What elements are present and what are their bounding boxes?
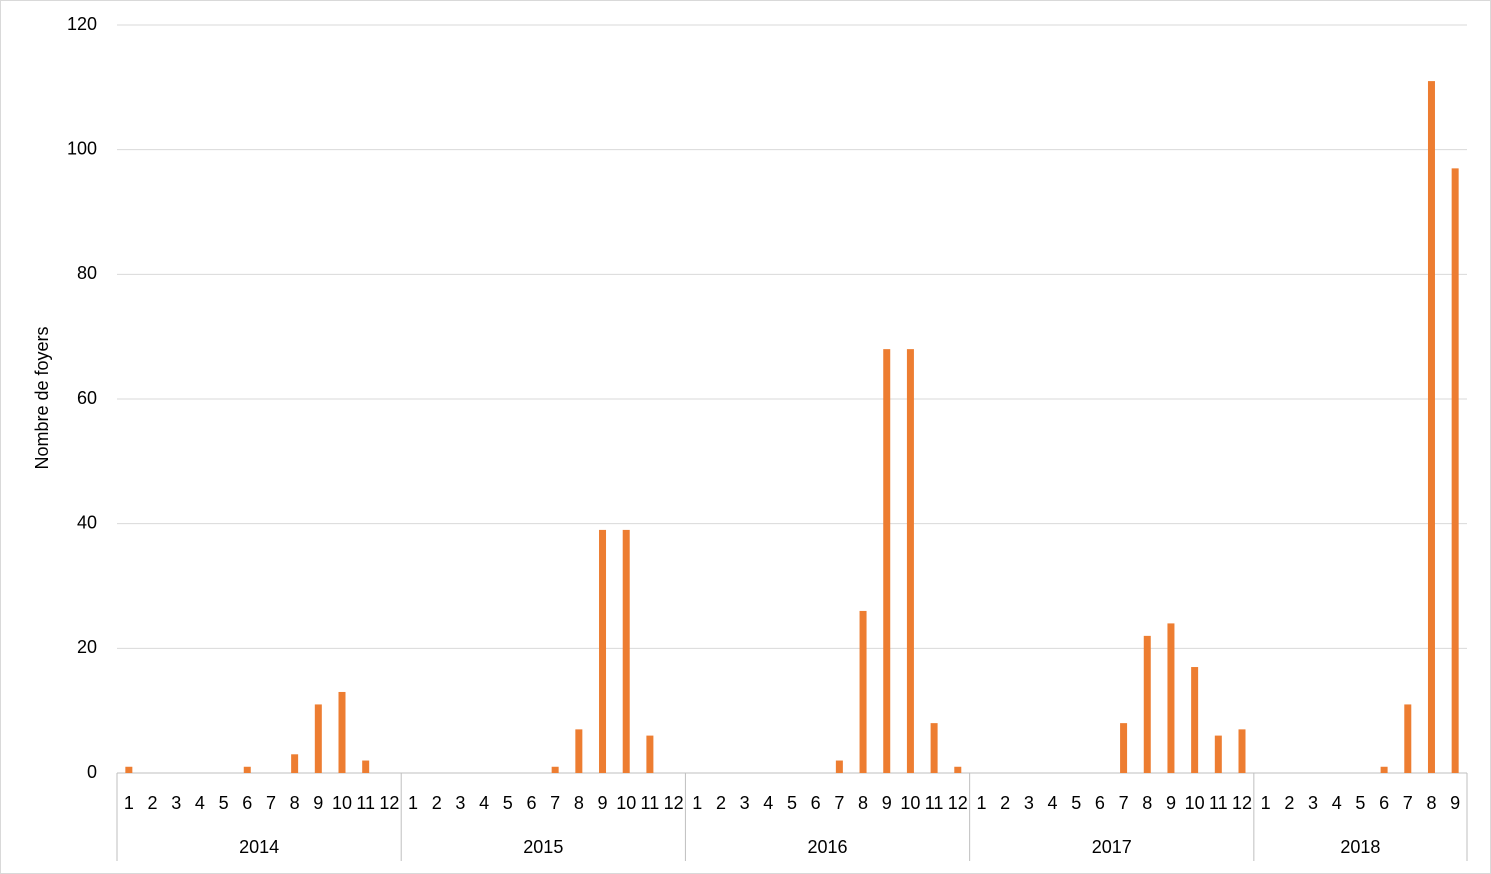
x-tick-label: 2 [148, 793, 158, 813]
bar [954, 766, 962, 773]
x-tick-label: 10 [900, 793, 920, 813]
x-tick-label: 9 [882, 793, 892, 813]
bar [1143, 635, 1151, 773]
group-label: 2016 [808, 837, 848, 857]
x-tick-label: 1 [124, 793, 134, 813]
x-tick-label: 1 [976, 793, 986, 813]
x-tick-label: 2 [1284, 793, 1294, 813]
y-tick-label: 0 [87, 762, 97, 782]
x-tick-label: 7 [550, 793, 560, 813]
x-tick-label: 11 [641, 793, 660, 813]
x-tick-label: 9 [1166, 793, 1176, 813]
bar [906, 349, 914, 773]
x-tick-label: 4 [1332, 793, 1342, 813]
x-tick-label: 12 [379, 793, 399, 813]
x-tick-label: 8 [858, 793, 868, 813]
bar [314, 704, 322, 773]
bar [243, 766, 251, 773]
y-axis-label: Nombre de foyers [32, 326, 52, 469]
bar [551, 766, 559, 773]
x-tick-label: 4 [1048, 793, 1058, 813]
bar [835, 760, 843, 773]
x-tick-label: 4 [763, 793, 773, 813]
x-tick-label: 1 [1261, 793, 1271, 813]
x-tick-label: 5 [503, 793, 513, 813]
y-tick-label: 80 [77, 263, 97, 283]
x-tick-label: 9 [1450, 793, 1460, 813]
x-tick-label: 11 [925, 793, 944, 813]
x-tick-label: 12 [1232, 793, 1252, 813]
x-tick-label: 5 [219, 793, 229, 813]
x-tick-label: 6 [526, 793, 536, 813]
x-tick-label: 8 [1142, 793, 1152, 813]
group-label: 2014 [239, 837, 279, 857]
bar [859, 610, 867, 773]
x-tick-label: 2 [1000, 793, 1010, 813]
x-tick-label: 9 [313, 793, 323, 813]
bar [1191, 667, 1199, 773]
x-tick-label: 4 [195, 793, 205, 813]
x-tick-label: 5 [1071, 793, 1081, 813]
x-tick-label: 1 [408, 793, 418, 813]
x-tick-label: 9 [598, 793, 608, 813]
bar [1451, 168, 1459, 773]
bar [646, 735, 654, 773]
bar [1380, 766, 1388, 773]
x-tick-label: 7 [1119, 793, 1129, 813]
x-tick-label: 3 [1024, 793, 1034, 813]
x-tick-label: 11 [1209, 793, 1228, 813]
x-tick-label: 2 [432, 793, 442, 813]
bar [125, 766, 133, 773]
bar [1427, 81, 1435, 774]
x-tick-label: 2 [716, 793, 726, 813]
bar [362, 760, 370, 773]
x-tick-label: 8 [1426, 793, 1436, 813]
y-tick-label: 100 [67, 138, 97, 158]
bar [883, 349, 891, 773]
bar [622, 529, 630, 773]
group-label: 2015 [523, 837, 563, 857]
bar [291, 754, 299, 773]
x-tick-label: 3 [740, 793, 750, 813]
bar [1214, 735, 1222, 773]
bar [1167, 623, 1175, 773]
group-label: 2017 [1092, 837, 1132, 857]
bar [1238, 729, 1246, 773]
y-tick-label: 20 [77, 637, 97, 657]
x-tick-label: 3 [171, 793, 181, 813]
x-tick-label: 5 [787, 793, 797, 813]
y-tick-label: 60 [77, 388, 97, 408]
x-tick-label: 5 [1355, 793, 1365, 813]
x-tick-label: 10 [1185, 793, 1205, 813]
x-tick-label: 4 [479, 793, 489, 813]
bar [930, 723, 938, 773]
x-tick-label: 6 [242, 793, 252, 813]
x-tick-label: 6 [1095, 793, 1105, 813]
x-tick-label: 11 [356, 793, 375, 813]
x-tick-label: 7 [834, 793, 844, 813]
x-tick-label: 3 [1308, 793, 1318, 813]
x-tick-label: 7 [266, 793, 276, 813]
x-tick-label: 8 [290, 793, 300, 813]
x-tick-label: 8 [574, 793, 584, 813]
bar [1120, 723, 1128, 773]
bar [575, 729, 583, 773]
y-tick-label: 120 [67, 14, 97, 34]
x-tick-label: 6 [811, 793, 821, 813]
bar [599, 529, 607, 773]
bar [1404, 704, 1412, 773]
group-label: 2018 [1340, 837, 1380, 857]
x-tick-label: 6 [1379, 793, 1389, 813]
x-tick-label: 12 [664, 793, 684, 813]
x-tick-label: 10 [332, 793, 352, 813]
y-tick-label: 40 [77, 512, 97, 532]
bar [338, 691, 346, 773]
x-tick-label: 1 [692, 793, 702, 813]
x-tick-label: 10 [616, 793, 636, 813]
x-tick-label: 12 [948, 793, 968, 813]
x-tick-label: 3 [455, 793, 465, 813]
x-tick-label: 7 [1403, 793, 1413, 813]
